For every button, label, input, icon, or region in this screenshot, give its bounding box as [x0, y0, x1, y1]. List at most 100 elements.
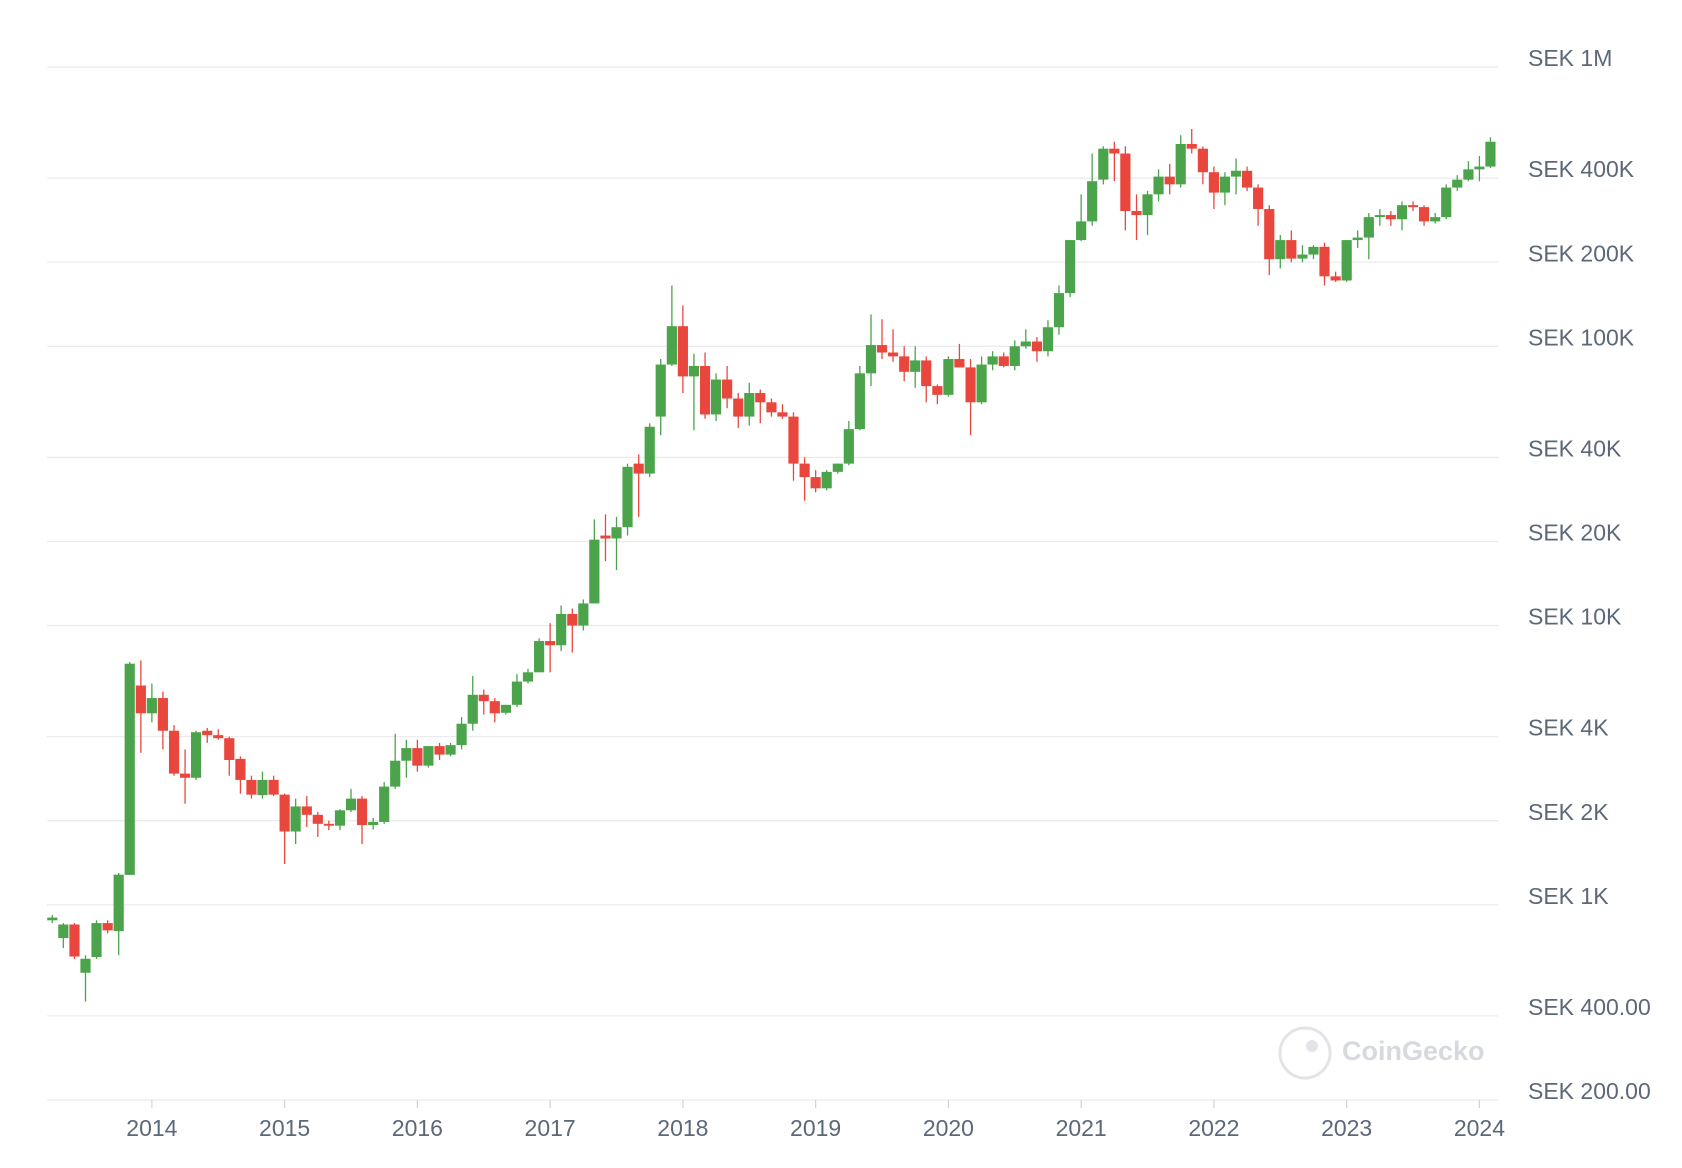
candle-body	[511, 681, 523, 705]
candle-body	[1363, 217, 1374, 238]
candle-body	[1242, 170, 1253, 188]
candle-body	[1286, 240, 1297, 259]
candle-body	[91, 923, 102, 958]
candle-body	[301, 806, 312, 815]
candle-body	[1153, 176, 1164, 195]
candle-body	[323, 823, 334, 826]
y-tick-label: SEK 20K	[1528, 520, 1622, 546]
candle-body	[146, 698, 157, 714]
candle-body	[1330, 276, 1341, 281]
candle-body	[102, 923, 113, 931]
candle-body	[1076, 221, 1087, 241]
candle-body	[1031, 341, 1043, 352]
candle-body	[600, 535, 611, 539]
candle-body	[257, 779, 268, 796]
x-tick-label: 2018	[657, 1115, 708, 1141]
candle-body	[755, 393, 766, 403]
candle-body	[168, 730, 180, 774]
candle-body	[821, 471, 832, 489]
candle-body	[987, 356, 998, 365]
candle-body	[810, 477, 821, 489]
candle-body	[777, 412, 788, 417]
x-tick-label: 2016	[392, 1115, 443, 1141]
candle-body	[1352, 237, 1363, 241]
y-tick-label: SEK 100K	[1528, 324, 1635, 350]
candle-body	[334, 810, 346, 826]
candle-body	[478, 694, 489, 702]
candle-body	[1164, 176, 1175, 185]
candle-body	[224, 738, 235, 760]
candle-body	[456, 723, 467, 746]
candle-body	[124, 663, 135, 875]
candle-body	[910, 360, 921, 372]
candle-body	[268, 779, 279, 795]
y-tick-label: SEK 400.00	[1528, 994, 1651, 1020]
candle-body	[80, 958, 91, 973]
candle-body	[832, 463, 843, 472]
candle-body	[932, 386, 943, 395]
candle-body	[1452, 179, 1463, 188]
candle-body	[423, 746, 434, 766]
candle-body	[1275, 240, 1286, 260]
candle-body	[1197, 148, 1208, 173]
y-tick-label: SEK 400K	[1528, 156, 1635, 182]
watermark: CoinGecko	[1278, 1026, 1485, 1080]
candle-body	[113, 874, 124, 932]
candle-body	[69, 924, 80, 957]
candle-body	[1142, 194, 1153, 216]
candle-body	[1463, 169, 1474, 180]
y-tick-label: SEK 10K	[1528, 604, 1622, 630]
candle-body	[854, 373, 865, 430]
candle-body	[744, 393, 755, 417]
candle-body	[1087, 181, 1098, 222]
candle-body	[1341, 240, 1352, 281]
candle-body	[921, 360, 932, 387]
y-tick-label: SEK 200.00	[1528, 1078, 1651, 1104]
candle-body	[545, 641, 556, 646]
candle-body	[500, 704, 512, 713]
y-tick-label: SEK 40K	[1528, 435, 1622, 461]
candle-body	[722, 379, 733, 399]
candle-body	[644, 426, 655, 474]
candle-body	[202, 730, 213, 736]
candle-body	[843, 429, 854, 464]
candle-body	[622, 466, 633, 528]
candle-body	[445, 745, 456, 755]
candle-body	[677, 326, 688, 377]
candle-body	[135, 685, 146, 714]
candle-body	[1109, 148, 1120, 154]
candle-body	[954, 359, 965, 368]
candle-body	[379, 786, 390, 822]
candle-body	[899, 356, 910, 372]
candle-body	[556, 613, 567, 646]
candle-body	[534, 641, 545, 673]
candle-body	[246, 779, 257, 795]
candle-body	[1175, 144, 1186, 185]
candle-body	[1053, 293, 1065, 328]
candle-body	[943, 359, 954, 395]
candle-body	[1430, 217, 1441, 222]
candle-body	[1407, 205, 1419, 208]
y-tick-label: SEK 2K	[1528, 799, 1609, 825]
x-tick-label: 2017	[525, 1115, 576, 1141]
candle-body	[799, 463, 810, 478]
candle-body	[522, 672, 534, 682]
candle-body	[190, 732, 202, 778]
candle-body	[1131, 211, 1142, 216]
candle-body	[290, 806, 301, 832]
x-tick-label: 2023	[1321, 1115, 1372, 1141]
candle-body	[489, 701, 500, 714]
candle-body	[1319, 246, 1330, 277]
candle-body	[611, 527, 622, 539]
candle-body	[1485, 141, 1496, 167]
candle-body	[434, 746, 445, 755]
candle-body	[1042, 327, 1054, 352]
candle-body	[1264, 209, 1275, 260]
y-tick-label: SEK 200K	[1528, 240, 1635, 266]
candle-body	[58, 924, 69, 939]
x-tick-label: 2019	[790, 1115, 841, 1141]
candle-body	[390, 760, 401, 787]
candle-body	[1374, 215, 1385, 218]
x-tick-label: 2014	[126, 1115, 177, 1141]
candle-body	[1098, 148, 1109, 180]
